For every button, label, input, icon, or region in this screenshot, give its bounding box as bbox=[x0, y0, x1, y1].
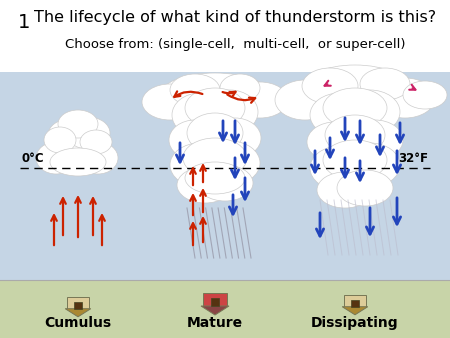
Ellipse shape bbox=[185, 162, 245, 194]
Ellipse shape bbox=[323, 88, 387, 128]
Ellipse shape bbox=[183, 138, 247, 178]
Bar bbox=[203, 293, 227, 306]
Bar bbox=[0, 0, 450, 72]
Ellipse shape bbox=[46, 126, 110, 170]
Text: Dissipating: Dissipating bbox=[311, 316, 399, 330]
Text: The lifecycle of what kind of thunderstorm is this?: The lifecycle of what kind of thundersto… bbox=[34, 10, 436, 25]
Bar bbox=[74, 301, 81, 309]
Polygon shape bbox=[201, 306, 229, 315]
Ellipse shape bbox=[170, 74, 220, 106]
Ellipse shape bbox=[172, 93, 228, 137]
Ellipse shape bbox=[220, 74, 260, 102]
Text: 1: 1 bbox=[18, 13, 31, 32]
Ellipse shape bbox=[202, 90, 258, 134]
Ellipse shape bbox=[66, 117, 110, 149]
Text: Mature: Mature bbox=[187, 316, 243, 330]
Ellipse shape bbox=[200, 141, 260, 185]
Ellipse shape bbox=[317, 172, 373, 208]
Ellipse shape bbox=[78, 142, 118, 174]
Bar bbox=[211, 298, 219, 306]
Ellipse shape bbox=[307, 122, 363, 162]
Ellipse shape bbox=[340, 90, 400, 134]
Ellipse shape bbox=[325, 115, 385, 155]
Ellipse shape bbox=[347, 120, 403, 160]
Ellipse shape bbox=[340, 143, 400, 187]
Ellipse shape bbox=[375, 78, 435, 118]
Ellipse shape bbox=[310, 146, 370, 190]
Ellipse shape bbox=[160, 73, 270, 117]
Ellipse shape bbox=[48, 119, 92, 151]
Ellipse shape bbox=[360, 68, 410, 100]
Ellipse shape bbox=[80, 130, 112, 154]
Ellipse shape bbox=[209, 118, 261, 158]
Text: Cumulus: Cumulus bbox=[45, 316, 112, 330]
Ellipse shape bbox=[169, 120, 221, 160]
Ellipse shape bbox=[142, 84, 198, 120]
Text: 32°F: 32°F bbox=[398, 152, 428, 165]
Ellipse shape bbox=[275, 80, 335, 120]
Ellipse shape bbox=[177, 167, 233, 203]
Polygon shape bbox=[342, 307, 368, 315]
Text: Choose from: (single-cell,  multi-cell,  or super-cell): Choose from: (single-cell, multi-cell, o… bbox=[65, 38, 405, 51]
Ellipse shape bbox=[302, 68, 358, 104]
Ellipse shape bbox=[300, 65, 410, 115]
Ellipse shape bbox=[403, 81, 447, 109]
Bar bbox=[0, 280, 450, 338]
Ellipse shape bbox=[187, 113, 243, 153]
Bar bbox=[0, 72, 450, 285]
Ellipse shape bbox=[337, 170, 393, 206]
Ellipse shape bbox=[36, 142, 76, 174]
Text: 0°C: 0°C bbox=[22, 152, 45, 165]
Ellipse shape bbox=[197, 165, 253, 201]
Ellipse shape bbox=[185, 88, 245, 128]
Ellipse shape bbox=[44, 127, 76, 153]
Ellipse shape bbox=[170, 143, 230, 187]
Bar bbox=[344, 295, 366, 307]
Ellipse shape bbox=[58, 110, 98, 138]
Bar bbox=[351, 299, 359, 307]
Ellipse shape bbox=[310, 93, 370, 137]
Polygon shape bbox=[65, 309, 91, 317]
Ellipse shape bbox=[50, 148, 106, 176]
Ellipse shape bbox=[323, 140, 387, 180]
Bar bbox=[67, 297, 89, 309]
Ellipse shape bbox=[232, 82, 288, 118]
